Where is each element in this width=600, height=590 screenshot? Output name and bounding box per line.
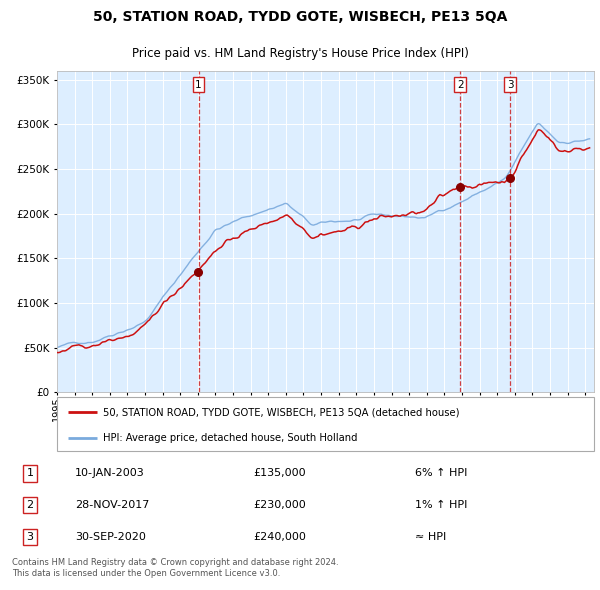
Text: 50, STATION ROAD, TYDD GOTE, WISBECH, PE13 5QA (detached house): 50, STATION ROAD, TYDD GOTE, WISBECH, PE…	[103, 407, 459, 417]
Text: £230,000: £230,000	[253, 500, 306, 510]
Text: Contains HM Land Registry data © Crown copyright and database right 2024.
This d: Contains HM Land Registry data © Crown c…	[12, 558, 338, 578]
Text: 2: 2	[26, 500, 34, 510]
Text: 3: 3	[26, 532, 34, 542]
Text: HPI: Average price, detached house, South Holland: HPI: Average price, detached house, Sout…	[103, 433, 357, 442]
FancyBboxPatch shape	[57, 397, 594, 451]
Text: 10-JAN-2003: 10-JAN-2003	[75, 468, 145, 478]
Text: ≈ HPI: ≈ HPI	[415, 532, 446, 542]
Text: 1% ↑ HPI: 1% ↑ HPI	[415, 500, 467, 510]
Text: 3: 3	[507, 80, 514, 90]
Text: 1: 1	[26, 468, 34, 478]
Text: 50, STATION ROAD, TYDD GOTE, WISBECH, PE13 5QA: 50, STATION ROAD, TYDD GOTE, WISBECH, PE…	[93, 10, 507, 24]
Text: £240,000: £240,000	[253, 532, 306, 542]
Text: 2: 2	[457, 80, 464, 90]
Text: 30-SEP-2020: 30-SEP-2020	[75, 532, 146, 542]
Text: 28-NOV-2017: 28-NOV-2017	[75, 500, 149, 510]
Text: £135,000: £135,000	[253, 468, 306, 478]
Text: 1: 1	[195, 80, 202, 90]
Text: Price paid vs. HM Land Registry's House Price Index (HPI): Price paid vs. HM Land Registry's House …	[131, 48, 469, 61]
Text: 6% ↑ HPI: 6% ↑ HPI	[415, 468, 467, 478]
